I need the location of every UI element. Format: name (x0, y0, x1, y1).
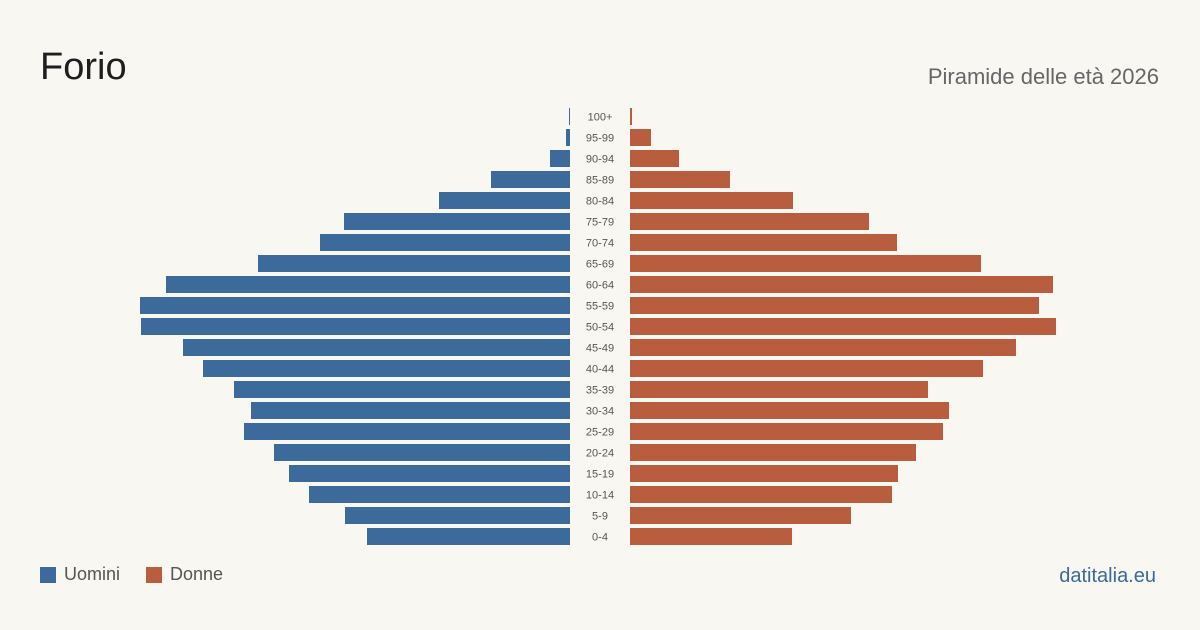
legend-label-women: Donne (170, 564, 224, 584)
age-group-label: 10-14 (586, 490, 614, 502)
bar-women-50-54 (630, 318, 1056, 335)
bar-men-75-79 (344, 213, 570, 230)
age-group-label: 5-9 (592, 511, 608, 523)
bar-men-45-49 (183, 339, 570, 356)
age-group-label: 55-59 (586, 301, 614, 313)
bar-men-25-29 (244, 423, 570, 440)
bar-women-75-79 (630, 213, 869, 230)
bar-women-35-39 (630, 381, 928, 398)
age-group-label: 100+ (588, 112, 613, 124)
bar-women-5-9 (630, 507, 851, 524)
bar-men-85-89 (491, 171, 570, 188)
bar-men-80-84 (439, 192, 570, 209)
age-group-label: 35-39 (586, 385, 614, 397)
age-group-label: 25-29 (586, 427, 614, 439)
age-group-label: 65-69 (586, 259, 614, 271)
bar-men-100+ (569, 108, 570, 125)
bar-men-90-94 (550, 150, 570, 167)
bar-women-45-49 (630, 339, 1016, 356)
bar-men-10-14 (309, 486, 570, 503)
bar-men-65-69 (258, 255, 570, 272)
bar-women-90-94 (630, 150, 679, 167)
bar-women-15-19 (630, 465, 898, 482)
age-group-label: 20-24 (586, 448, 614, 460)
chart-title: Forio (40, 46, 127, 88)
legend-item-women: Donne (146, 564, 223, 585)
bar-men-70-74 (320, 234, 570, 251)
bar-women-60-64 (630, 276, 1053, 293)
bar-women-40-44 (630, 360, 983, 377)
bar-men-40-44 (203, 360, 570, 377)
legend-label-men: Uomini (64, 564, 121, 584)
source-link[interactable]: datitalia.eu (1059, 565, 1156, 587)
age-group-label: 75-79 (586, 217, 614, 229)
age-group-label: 70-74 (586, 238, 614, 250)
age-group-label: 0-4 (592, 532, 608, 544)
legend-item-men: Uomini (40, 564, 120, 585)
bar-women-55-59 (630, 297, 1039, 314)
bar-men-50-54 (141, 318, 570, 335)
age-group-label: 30-34 (586, 406, 614, 418)
bar-women-85-89 (630, 171, 730, 188)
bar-women-0-4 (630, 528, 792, 545)
bar-men-95-99 (566, 129, 570, 146)
legend-swatch-women (146, 566, 163, 583)
bar-women-25-29 (630, 423, 943, 440)
bar-women-65-69 (630, 255, 981, 272)
bar-women-20-24 (630, 444, 916, 461)
bar-men-60-64 (166, 276, 570, 293)
bar-men-15-19 (289, 465, 570, 482)
bar-men-0-4 (367, 528, 570, 545)
bar-men-35-39 (234, 381, 570, 398)
age-group-label: 95-99 (586, 133, 614, 145)
age-group-label: 45-49 (586, 343, 614, 355)
bar-women-100+ (630, 108, 632, 125)
bar-women-30-34 (630, 402, 949, 419)
bar-women-10-14 (630, 486, 892, 503)
bar-men-5-9 (345, 507, 570, 524)
bar-men-55-59 (140, 297, 570, 314)
bar-women-80-84 (630, 192, 793, 209)
age-group-label: 40-44 (586, 364, 614, 376)
age-group-label: 80-84 (586, 196, 614, 208)
age-group-label: 90-94 (586, 154, 614, 166)
bar-women-95-99 (630, 129, 651, 146)
age-group-label: 15-19 (586, 469, 614, 481)
age-group-label: 50-54 (586, 322, 614, 334)
bar-men-30-34 (251, 402, 570, 419)
bar-men-20-24 (274, 444, 570, 461)
chart-subtitle: Piramide delle età 2026 (927, 64, 1159, 89)
bar-women-70-74 (630, 234, 897, 251)
legend: Uomini Donne (40, 564, 249, 585)
legend-swatch-men (40, 566, 56, 583)
age-group-label: 85-89 (586, 175, 614, 187)
age-group-label: 60-64 (586, 280, 614, 292)
